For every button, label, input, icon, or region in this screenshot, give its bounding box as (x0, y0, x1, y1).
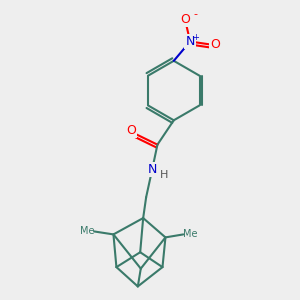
Text: O: O (181, 13, 190, 26)
Text: N: N (185, 35, 195, 48)
Text: O: O (126, 124, 136, 137)
Text: Me: Me (183, 229, 198, 239)
Text: -: - (193, 9, 197, 19)
Text: H: H (160, 170, 168, 180)
Text: O: O (210, 38, 220, 51)
Text: Me: Me (80, 226, 94, 236)
Text: N: N (147, 164, 157, 176)
Text: +: + (192, 33, 199, 42)
